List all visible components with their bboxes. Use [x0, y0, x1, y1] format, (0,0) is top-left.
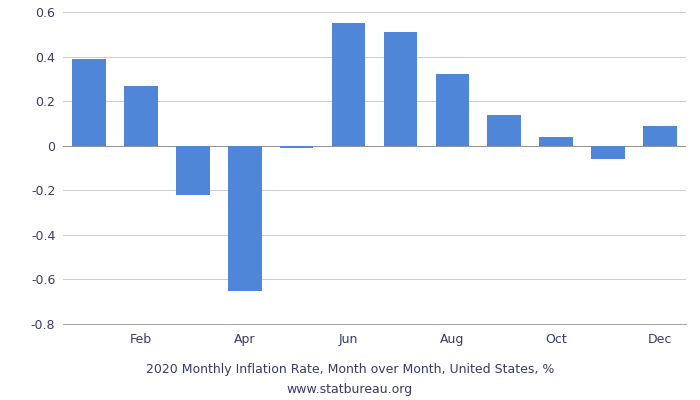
Bar — [176, 146, 210, 195]
Bar — [592, 146, 625, 159]
Text: 2020 Monthly Inflation Rate, Month over Month, United States, %: 2020 Monthly Inflation Rate, Month over … — [146, 364, 554, 376]
Bar — [384, 32, 417, 146]
Bar — [124, 86, 158, 146]
Bar — [280, 146, 314, 148]
Bar — [539, 137, 573, 146]
Bar — [435, 74, 469, 146]
Bar — [487, 114, 522, 146]
Bar — [228, 146, 262, 290]
Text: www.statbureau.org: www.statbureau.org — [287, 384, 413, 396]
Bar — [332, 23, 365, 146]
Bar — [643, 126, 677, 146]
Bar — [72, 59, 106, 146]
